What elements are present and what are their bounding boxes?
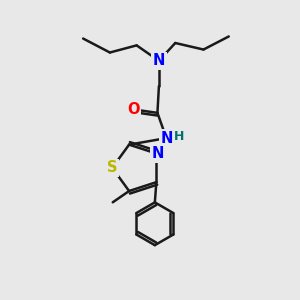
- Text: N: N: [160, 130, 172, 146]
- Text: N: N: [152, 146, 164, 161]
- Text: O: O: [127, 102, 139, 117]
- Text: S: S: [107, 160, 118, 175]
- Text: N: N: [153, 53, 165, 68]
- Text: H: H: [174, 130, 184, 143]
